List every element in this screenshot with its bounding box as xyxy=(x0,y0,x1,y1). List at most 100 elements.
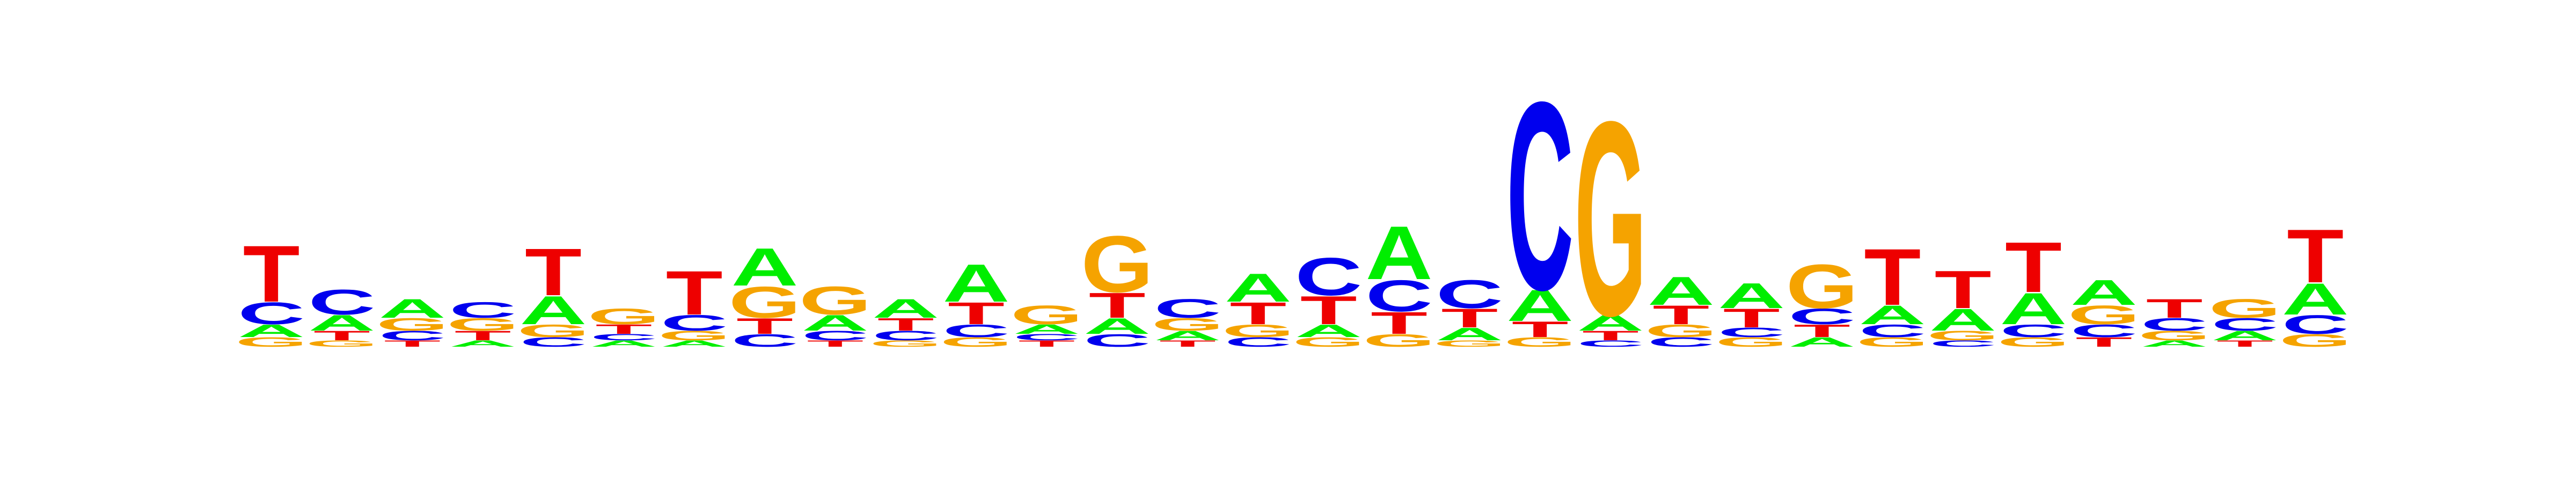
logo-letter-T-col-23: T xyxy=(1794,321,1850,341)
logo-letter-C-col-21: C xyxy=(1648,335,1715,350)
logo-letter-T-col-12: T xyxy=(1018,339,1075,349)
logo-letter-T-col-1: T xyxy=(243,229,300,319)
logo-letter-A-col-8: A xyxy=(731,237,798,297)
logo-letter-T-col-16: T xyxy=(1300,288,1357,333)
logo-letter-C-col-14: C xyxy=(1154,294,1221,324)
logo-letter-G-col-28: G xyxy=(2138,328,2211,343)
logo-letter-C-col-5: C xyxy=(519,335,587,350)
logo-letter-C-col-8: C xyxy=(731,331,798,350)
logo-letter-A-col-16: A xyxy=(1295,321,1362,341)
logo-letter-A-col-15: A xyxy=(1225,266,1292,311)
logo-letter-A-col-2: A xyxy=(308,310,375,335)
logo-letter-G-col-8: G xyxy=(729,277,801,327)
logo-letter-G-col-6: G xyxy=(588,304,660,329)
logo-letter-T-col-27: T xyxy=(2075,335,2132,350)
logo-letter-A-col-22: A xyxy=(1718,276,1785,316)
logo-letter-G-col-5: G xyxy=(517,321,590,341)
logo-letter-A-col-26: A xyxy=(2000,284,2067,334)
logo-letter-A-col-29: A xyxy=(2211,328,2278,343)
logo-letter-A-col-20: A xyxy=(1577,310,1644,335)
logo-letter-A-col-18: A xyxy=(1436,324,1503,344)
logo-letter-C-col-27: C xyxy=(2070,321,2138,341)
logo-letter-A-col-11: A xyxy=(942,253,1009,313)
logo-letter-C-col-3: C xyxy=(379,328,446,343)
logo-letter-A-col-24: A xyxy=(1859,300,1926,330)
logo-letter-C-col-9: C xyxy=(802,328,869,343)
logo-letter-A-col-17: A xyxy=(1365,210,1432,295)
logo-letter-A-col-23: A xyxy=(1788,335,1855,350)
logo-letter-C-col-6: C xyxy=(590,332,657,342)
logo-letter-C-col-7: C xyxy=(661,310,728,335)
logo-letter-A-col-4: A xyxy=(449,339,516,349)
logo-letter-T-col-3: T xyxy=(384,339,441,349)
logo-letter-C-col-29: C xyxy=(2211,314,2278,334)
logo-letter-T-col-24: T xyxy=(1864,232,1921,323)
logo-letter-A-col-27: A xyxy=(2070,273,2138,313)
logo-letter-T-col-5: T xyxy=(525,235,582,310)
logo-letter-T-col-6: T xyxy=(595,322,652,337)
logo-letter-C-col-1: C xyxy=(238,296,305,331)
logo-letter-T-col-4: T xyxy=(455,328,511,343)
logo-letter-C-col-18: C xyxy=(1436,272,1503,317)
logo-letter-G-col-29: G xyxy=(2209,294,2281,324)
logo-letter-T-col-17: T xyxy=(1371,306,1428,341)
logo-letter-G-col-11: G xyxy=(940,335,1013,350)
logo-letter-G-col-13: G xyxy=(1081,219,1153,310)
logo-letter-A-col-19: A xyxy=(1506,281,1574,331)
logo-letter-G-col-19: G xyxy=(1504,335,1576,350)
logo-letter-C-col-2: C xyxy=(308,282,375,323)
logo-letter-G-col-18: G xyxy=(1433,339,1506,349)
logo-letter-G-col-3: G xyxy=(376,314,449,334)
logo-letter-C-col-30: C xyxy=(2282,310,2349,340)
logo-letter-G-col-17: G xyxy=(1363,331,1436,350)
logo-letter-G-col-30: G xyxy=(2279,331,2352,350)
logo-letter-T-col-2: T xyxy=(313,328,370,343)
logo-letter-G-col-22: G xyxy=(1715,335,1788,350)
logo-letter-A-col-21: A xyxy=(1648,269,1715,314)
logo-letter-A-col-7: A xyxy=(661,339,728,349)
logo-letter-T-col-19: T xyxy=(1512,317,1569,342)
logo-letter-G-col-20: G xyxy=(1575,63,1647,374)
logo-letter-T-col-10: T xyxy=(877,314,934,334)
logo-letter-T-col-15: T xyxy=(1230,296,1286,331)
logo-letter-C-col-24: C xyxy=(1859,321,1926,341)
logo-letter-T-col-13: T xyxy=(1089,286,1146,326)
logo-letter-A-col-3: A xyxy=(379,294,446,324)
logo-letter-G-col-24: G xyxy=(1856,335,1929,350)
logo-letter-T-col-28: T xyxy=(2146,294,2203,324)
logo-letter-A-col-28: A xyxy=(2141,339,2208,349)
logo-letter-A-col-6: A xyxy=(590,339,657,349)
logo-letter-T-col-8: T xyxy=(736,313,793,339)
logo-letter-G-col-2: G xyxy=(306,339,378,349)
logo-letter-T-col-7: T xyxy=(666,258,723,328)
logo-letter-A-col-30: A xyxy=(2282,274,2349,324)
logo-letter-T-col-18: T xyxy=(1441,303,1498,333)
logo-letter-G-col-9: G xyxy=(799,279,872,324)
logo-letter-T-col-11: T xyxy=(948,296,1005,331)
logo-letter-C-col-13: C xyxy=(1084,331,1151,350)
logo-letter-G-col-14: G xyxy=(1152,314,1224,334)
logo-letter-C-col-15: C xyxy=(1225,335,1292,350)
logo-letter-A-col-1: A xyxy=(238,321,305,341)
logo-letter-G-col-10: G xyxy=(869,339,942,349)
logo-letter-G-col-16: G xyxy=(1292,335,1365,350)
logo-letter-T-col-26: T xyxy=(2005,227,2062,307)
logo-letter-C-col-25: C xyxy=(1929,339,1996,349)
logo-letter-C-col-22: C xyxy=(1718,325,1785,340)
logo-letter-C-col-11: C xyxy=(942,321,1009,341)
logo-letter-T-col-22: T xyxy=(1723,303,1780,333)
logo-letter-C-col-16: C xyxy=(1295,247,1362,307)
logo-letter-T-col-30: T xyxy=(2287,214,2344,298)
logo-letter-G-col-4: G xyxy=(447,314,519,334)
logo-letter-T-col-25: T xyxy=(1935,260,1992,320)
logo-letter-C-col-28: C xyxy=(2141,314,2208,334)
logo-letter-G-col-25: G xyxy=(1927,328,1999,343)
logo-letter-A-col-12: A xyxy=(1013,322,1080,337)
logo-letter-C-col-26: C xyxy=(2000,321,2067,341)
logo-letter-T-col-20: T xyxy=(1582,328,1639,343)
logo-letter-G-col-26: G xyxy=(1997,335,2070,350)
logo-letter-C-col-19: C xyxy=(1506,46,1574,346)
logo-letter-A-col-14: A xyxy=(1154,328,1221,343)
